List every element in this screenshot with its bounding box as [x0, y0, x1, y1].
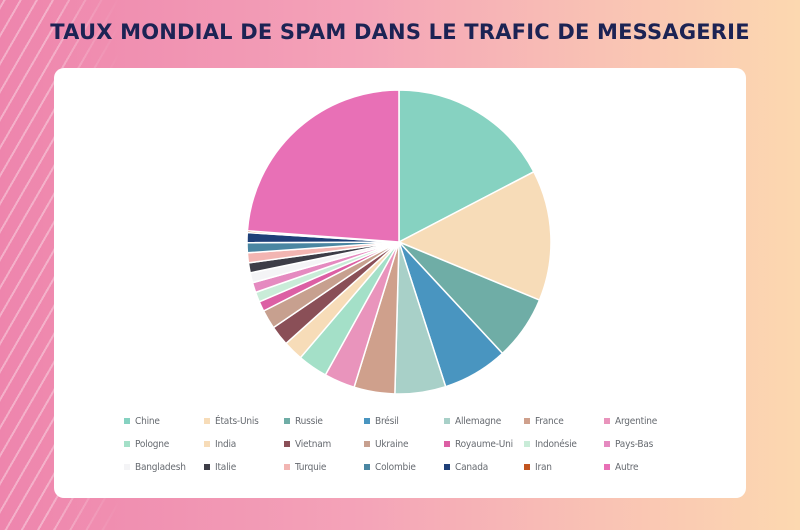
- legend-label: Iran: [535, 461, 552, 473]
- legend-label: Chine: [135, 415, 160, 427]
- legend-label: Pays-Bas: [615, 438, 654, 450]
- legend-swatch: [284, 418, 290, 424]
- pie-slice-1[interactable]: [397, 170, 552, 302]
- legend-swatch: [444, 441, 450, 447]
- legend-item[interactable]: Colombie: [364, 460, 444, 474]
- chart-card: Chine États-Unis Russie Brésil Allemagne Fran…: [54, 68, 746, 498]
- legend-item[interactable]: India: [204, 437, 284, 451]
- legend-label: Allemagne: [455, 415, 502, 427]
- legend-label: Turquie: [295, 461, 327, 473]
- legend-label: India: [215, 438, 237, 450]
- legend-label: États-Unis: [215, 415, 259, 427]
- legend-swatch: [524, 441, 530, 447]
- legend-label: Russie: [295, 415, 323, 427]
- legend-swatch: [204, 441, 210, 447]
- legend-label: Ukraine: [375, 438, 409, 450]
- legend-swatch: [364, 418, 370, 424]
- legend-item[interactable]: Russie: [284, 414, 364, 428]
- legend-item[interactable]: Autre: [604, 460, 684, 474]
- legend-item[interactable]: Chine: [124, 414, 204, 428]
- legend-swatch: [524, 464, 530, 470]
- legend-label: Canada: [455, 461, 489, 473]
- legend-item[interactable]: Brésil: [364, 414, 444, 428]
- pie-slice-0[interactable]: [398, 89, 535, 244]
- legend-item[interactable]: Ukraine: [364, 437, 444, 451]
- legend-swatch: [124, 441, 130, 447]
- legend-swatch: [204, 464, 210, 470]
- legend-item[interactable]: Turquie: [284, 460, 364, 474]
- legend-label: Indonésie: [535, 438, 577, 450]
- legend-label: Brésil: [375, 415, 399, 427]
- legend-label: Pologne: [135, 438, 170, 450]
- legend-swatch: [604, 441, 610, 447]
- legend-item[interactable]: Vietnam: [284, 437, 364, 451]
- chart-legend: Chine États-Unis Russie Brésil Allemagne Fran…: [124, 414, 684, 474]
- legend-label: Bangladesh: [135, 461, 186, 473]
- legend-swatch: [444, 418, 450, 424]
- legend-item[interactable]: Argentine: [604, 414, 684, 428]
- legend-swatch: [204, 418, 210, 424]
- legend-swatch: [364, 441, 370, 447]
- legend-swatch: [444, 464, 450, 470]
- legend-swatch: [524, 418, 530, 424]
- legend-item[interactable]: Italie: [204, 460, 284, 474]
- legend-label: Italie: [215, 461, 237, 473]
- legend-swatch: [604, 418, 610, 424]
- legend-item[interactable]: États-Unis: [204, 414, 284, 428]
- legend-swatch: [284, 464, 290, 470]
- legend-label: Royaume-Uni: [455, 438, 513, 450]
- legend-item[interactable]: Royaume-Uni: [444, 437, 524, 451]
- legend-swatch: [284, 441, 290, 447]
- legend-label: Argentine: [615, 415, 658, 427]
- legend-label: Vietnam: [295, 438, 332, 450]
- pie-slice-20[interactable]: [246, 89, 400, 243]
- pie-chart: [246, 89, 552, 395]
- legend-item[interactable]: Bangladesh: [124, 460, 204, 474]
- legend-item[interactable]: Canada: [444, 460, 524, 474]
- legend-item[interactable]: Indonésie: [524, 437, 604, 451]
- legend-swatch: [604, 464, 610, 470]
- legend-item[interactable]: Pologne: [124, 437, 204, 451]
- legend-item[interactable]: Iran: [524, 460, 604, 474]
- legend-item[interactable]: Pays-Bas: [604, 437, 684, 451]
- legend-label: Colombie: [375, 461, 416, 473]
- legend-swatch: [124, 418, 130, 424]
- legend-item[interactable]: France: [524, 414, 604, 428]
- legend-label: Autre: [615, 461, 639, 473]
- legend-swatch: [364, 464, 370, 470]
- legend-label: France: [535, 415, 564, 427]
- legend-item[interactable]: Allemagne: [444, 414, 524, 428]
- legend-swatch: [124, 464, 130, 470]
- chart-title: TAUX MONDIAL DE SPAM DANS LE TRAFIC DE M…: [50, 20, 750, 44]
